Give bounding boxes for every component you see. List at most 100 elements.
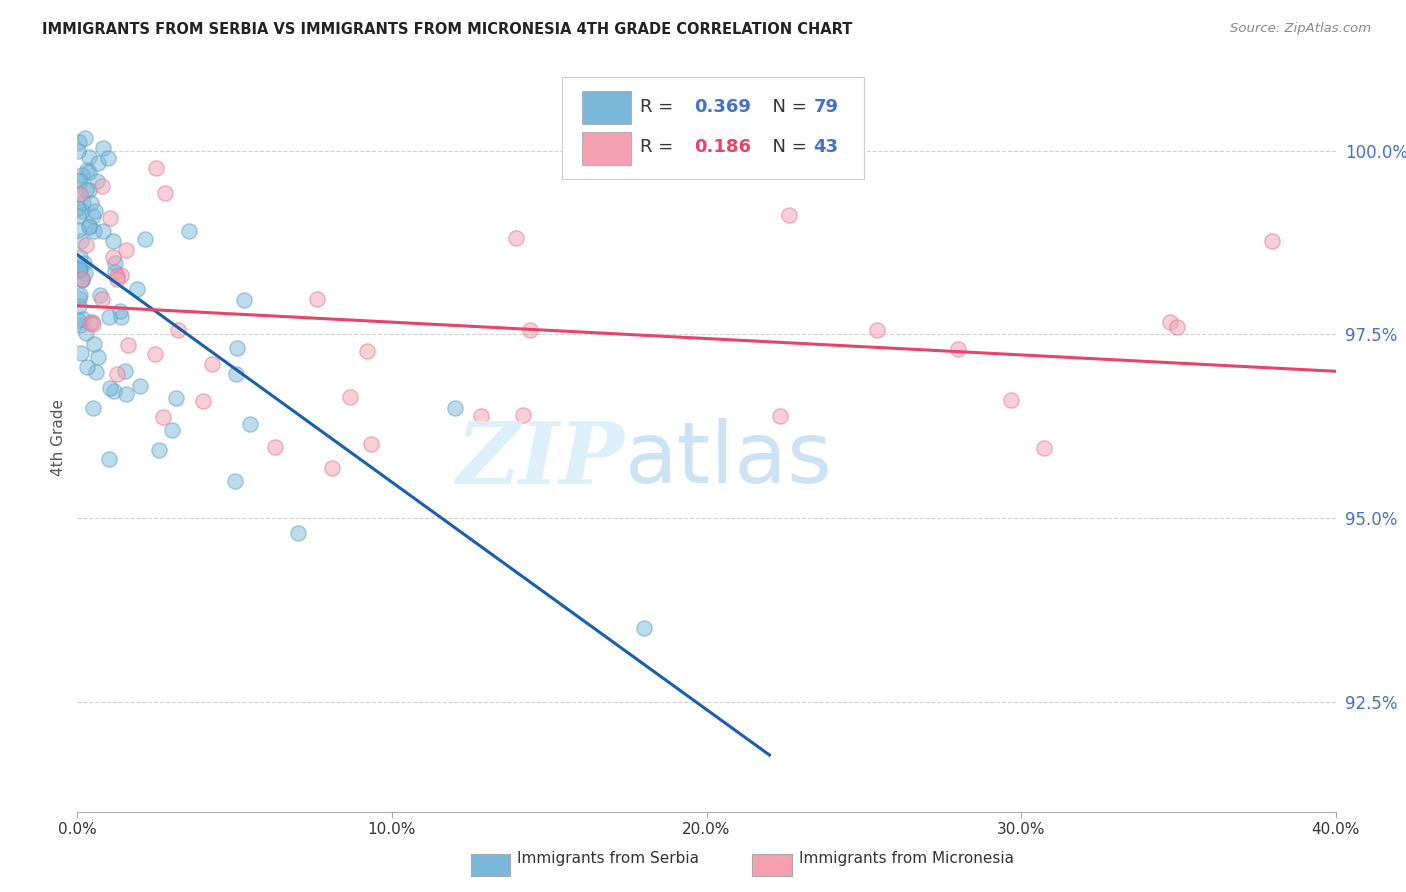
Point	[148, 443, 170, 458]
Point	[152, 409, 174, 424]
Point	[225, 367, 247, 381]
Point	[66, 145, 89, 159]
Point	[103, 234, 125, 248]
Point	[70, 271, 93, 285]
Point	[117, 338, 139, 352]
Point	[179, 224, 201, 238]
Point	[84, 365, 107, 379]
Point	[70, 273, 93, 287]
Point	[165, 391, 187, 405]
Point	[69, 261, 91, 276]
Point	[110, 310, 132, 324]
Point	[73, 266, 96, 280]
Text: R =: R =	[640, 138, 679, 156]
Text: R =: R =	[640, 98, 679, 116]
Point	[69, 262, 91, 277]
Point	[948, 342, 970, 356]
Point	[67, 312, 90, 326]
Point	[519, 323, 541, 337]
Point	[87, 156, 110, 170]
Point	[104, 265, 127, 279]
Point	[77, 219, 100, 234]
Point	[86, 174, 108, 188]
Point	[193, 394, 215, 409]
Point	[76, 162, 98, 177]
Point	[77, 150, 100, 164]
Point	[67, 262, 90, 277]
Point	[69, 250, 91, 264]
Text: Source: ZipAtlas.com: Source: ZipAtlas.com	[1230, 22, 1371, 36]
Point	[69, 318, 91, 333]
Y-axis label: 4th Grade: 4th Grade	[51, 399, 66, 475]
Point	[360, 437, 382, 451]
FancyBboxPatch shape	[582, 91, 631, 124]
Point	[77, 219, 100, 233]
Point	[70, 234, 93, 248]
Point	[356, 343, 378, 358]
Point	[80, 315, 103, 329]
FancyBboxPatch shape	[582, 131, 631, 164]
Point	[80, 195, 103, 210]
Point	[67, 209, 90, 223]
Point	[105, 269, 128, 284]
Point	[287, 525, 309, 540]
Point	[444, 401, 467, 415]
Point	[82, 318, 104, 332]
Point	[91, 293, 114, 307]
Point	[77, 183, 100, 197]
Point	[201, 357, 224, 371]
Text: atlas: atlas	[624, 418, 832, 501]
Point	[103, 384, 125, 398]
Text: IMMIGRANTS FROM SERBIA VS IMMIGRANTS FROM MICRONESIA 4TH GRADE CORRELATION CHART: IMMIGRANTS FROM SERBIA VS IMMIGRANTS FRO…	[42, 22, 852, 37]
Point	[91, 141, 114, 155]
Point	[233, 293, 256, 308]
Point	[114, 364, 136, 378]
Point	[1166, 319, 1188, 334]
Point	[512, 408, 534, 422]
Point	[145, 161, 167, 176]
Point	[305, 292, 328, 306]
Point	[75, 182, 97, 196]
Point	[264, 440, 287, 454]
Text: 79: 79	[814, 98, 838, 116]
Point	[115, 244, 138, 258]
Point	[108, 304, 131, 318]
Point	[97, 310, 120, 325]
Point	[83, 336, 105, 351]
Point	[91, 224, 114, 238]
Point	[166, 323, 188, 337]
Text: N =: N =	[761, 98, 813, 116]
Point	[82, 401, 104, 415]
Text: 43: 43	[814, 138, 838, 156]
Point	[70, 168, 93, 182]
Point	[226, 341, 249, 355]
Text: 0.369: 0.369	[695, 98, 751, 116]
Point	[769, 409, 792, 424]
Point	[321, 461, 343, 475]
Text: 0.186: 0.186	[695, 138, 751, 156]
Point	[83, 224, 105, 238]
Point	[90, 179, 112, 194]
Point	[69, 291, 91, 305]
Point	[67, 299, 90, 313]
Point	[87, 351, 110, 365]
Point	[77, 165, 100, 179]
Point	[98, 381, 121, 395]
Point	[866, 323, 889, 337]
Point	[72, 195, 94, 210]
Point	[66, 187, 89, 202]
Point	[67, 173, 90, 187]
Point	[97, 452, 120, 467]
Point	[633, 621, 655, 635]
Point	[1033, 441, 1056, 455]
Point	[224, 474, 246, 488]
Point	[69, 187, 91, 202]
Point	[82, 209, 104, 223]
Point	[70, 271, 93, 285]
Point	[75, 237, 97, 252]
Point	[1261, 234, 1284, 248]
Point	[1000, 392, 1022, 407]
Point	[76, 359, 98, 374]
Point	[79, 316, 101, 330]
Point	[89, 288, 111, 302]
